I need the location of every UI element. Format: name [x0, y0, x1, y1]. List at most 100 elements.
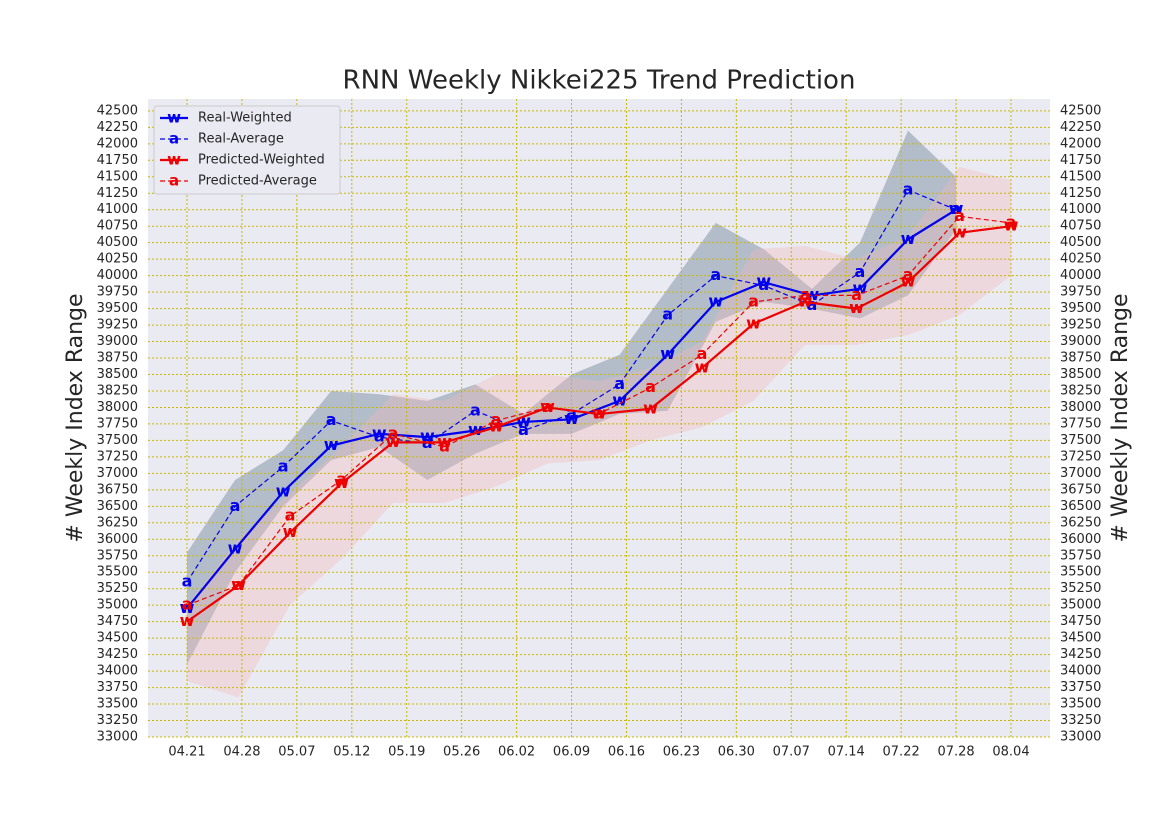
y2-tick-label: 34500: [1060, 631, 1101, 646]
y-tick-label: 40250: [97, 252, 138, 267]
y2-tick-label: 40500: [1060, 235, 1101, 250]
point-marker: a: [326, 410, 337, 429]
y-tick-label: 36750: [97, 482, 138, 497]
point-marker: a: [645, 377, 656, 396]
x-tick-label: 04.21: [168, 745, 205, 760]
y2-tick-label: 39750: [1060, 285, 1101, 300]
point-marker: w: [949, 199, 964, 218]
point-marker: a: [806, 295, 817, 314]
series-line: [186, 208, 957, 610]
y2-tick-label: 41500: [1060, 169, 1101, 184]
legend-label: Real-Weighted: [198, 111, 292, 126]
legend: w Real-Weighted a Real-Average w Predicted-We…: [153, 105, 341, 195]
point-marker: a: [710, 265, 721, 284]
point-marker: a: [697, 344, 708, 363]
y-tick-label: 34000: [97, 664, 138, 679]
y-tick-label: 39000: [97, 334, 138, 349]
y-tick-label: 36500: [97, 499, 138, 514]
y-tick-label: 38500: [97, 367, 138, 382]
point-marker: a: [800, 285, 811, 304]
series-line: [186, 215, 1012, 606]
y-tick-label: 39500: [97, 301, 138, 316]
y2-tick-label: 38250: [1060, 383, 1101, 398]
y2-tick-label: 42000: [1060, 136, 1101, 151]
x-tick-label: 07.22: [883, 745, 920, 760]
point-marker: a: [855, 262, 866, 281]
legend-label: Predicted-Average: [198, 174, 317, 189]
y2-tick-label: 41750: [1060, 153, 1101, 168]
y-tick-label: 39250: [97, 318, 138, 333]
legend-marker: a: [169, 130, 179, 148]
legend-label: Real-Average: [198, 132, 284, 147]
point-marker: w: [1004, 216, 1019, 235]
x-tick-label: 06.30: [718, 745, 755, 760]
x-tick-label: 06.02: [498, 745, 535, 760]
y2-tick-label: 38750: [1060, 351, 1101, 366]
point-marker: a: [903, 265, 914, 284]
point-marker: a: [542, 397, 553, 416]
legend-label: Predicted-Weighted: [198, 153, 325, 168]
y-tick-label: 42000: [97, 136, 138, 151]
y-tick-label: 33500: [97, 697, 138, 712]
y-tick-label: 41500: [97, 169, 138, 184]
y-tick-label: 35750: [97, 548, 138, 563]
point-marker: a: [951, 199, 962, 218]
y-tick-label: 42500: [97, 103, 138, 118]
y-tick-label: 35500: [97, 565, 138, 580]
y-tick-label: 37500: [97, 433, 138, 448]
y2-tick-label: 34000: [1060, 664, 1101, 679]
point-marker: w: [592, 404, 607, 423]
y-tick-label: 40500: [97, 235, 138, 250]
point-marker: w: [283, 522, 298, 541]
point-marker: w: [708, 292, 723, 311]
point-marker: a: [614, 374, 625, 393]
point-marker: a: [374, 427, 385, 446]
point-marker: a: [388, 423, 399, 442]
y2-tick-label: 40000: [1060, 268, 1101, 283]
y-tick-label: 38750: [97, 351, 138, 366]
y2-tick-label: 36000: [1060, 532, 1101, 547]
point-marker: w: [489, 417, 504, 436]
y2-axis-label: # Weekly Index Range: [1108, 293, 1133, 542]
y-tick-label: 34250: [97, 647, 138, 662]
point-marker: a: [518, 420, 529, 439]
x-tick-label: 05.07: [278, 745, 315, 760]
y2-tick-label: 37500: [1060, 433, 1101, 448]
y2-tick-label: 33500: [1060, 697, 1101, 712]
band: [187, 130, 957, 665]
y2-tick-label: 42500: [1060, 103, 1101, 118]
y2-tick-label: 40750: [1060, 219, 1101, 234]
y-tick-label: 38250: [97, 383, 138, 398]
point-marker: w: [804, 285, 819, 304]
point-marker: a: [336, 469, 347, 488]
y2-tick-label: 34750: [1060, 614, 1101, 629]
y-tick-label: 33750: [97, 680, 138, 695]
y2-tick-label: 36500: [1060, 499, 1101, 514]
y-tick-label: 34500: [97, 631, 138, 646]
point-marker: a: [285, 506, 296, 525]
y2-tick-label: 39250: [1060, 318, 1101, 333]
y2-tick-label: 37750: [1060, 416, 1101, 431]
point-marker: w: [468, 420, 483, 439]
y-tick-label: 33000: [97, 730, 138, 745]
y2-tick-label: 39500: [1060, 301, 1101, 316]
y-tick-label: 41000: [97, 202, 138, 217]
point-marker: a: [851, 285, 862, 304]
point-marker: w: [564, 409, 579, 428]
legend-marker: w: [167, 151, 181, 169]
point-marker: w: [901, 229, 916, 248]
y2-tick-label: 40250: [1060, 252, 1101, 267]
x-tick-label: 05.12: [333, 745, 370, 760]
legend-marker: a: [169, 172, 179, 190]
y2-tick-label: 35500: [1060, 565, 1101, 580]
point-marker: w: [756, 272, 771, 291]
point-marker: w: [746, 313, 761, 332]
y2-tick-label: 35750: [1060, 548, 1101, 563]
y-tick-label: 42250: [97, 120, 138, 135]
y2-tick-label: 33000: [1060, 730, 1101, 745]
y-tick-label: 35250: [97, 581, 138, 596]
y2-tick-label: 42250: [1060, 120, 1101, 135]
x-tick-label: 07.14: [828, 745, 865, 760]
y-tick-label: 41750: [97, 153, 138, 168]
point-marker: a: [230, 496, 241, 515]
